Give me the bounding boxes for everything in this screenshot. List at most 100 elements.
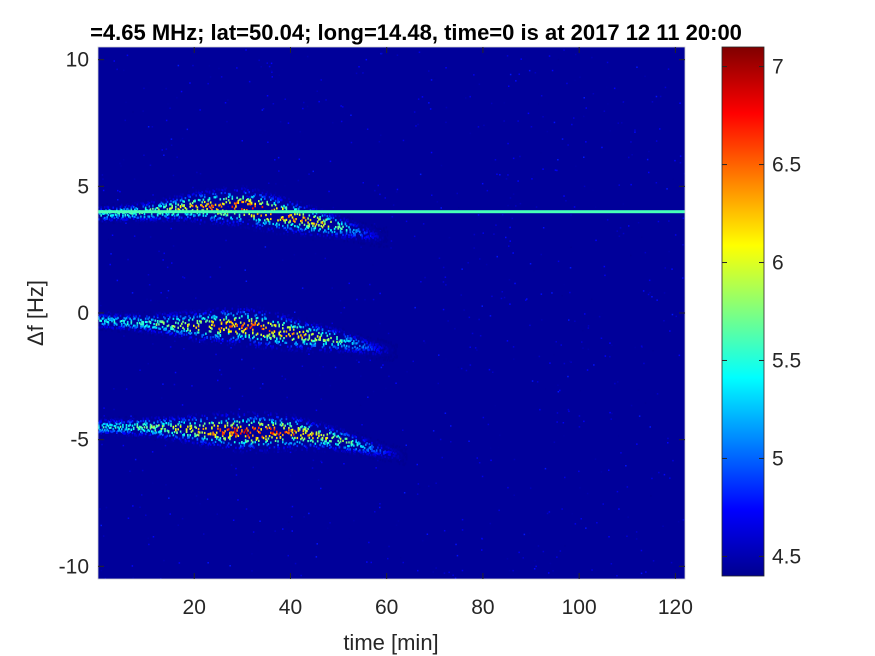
heatmap-cell xyxy=(184,322,187,325)
heatmap-cell xyxy=(343,433,345,436)
heatmap-cell xyxy=(102,178,104,180)
heatmap-cell xyxy=(288,221,290,224)
heatmap-cell xyxy=(248,419,250,422)
heatmap-cell xyxy=(250,444,253,447)
heatmap-cell xyxy=(165,87,167,90)
heatmap-cell xyxy=(130,319,133,322)
heatmap-cell xyxy=(226,444,229,447)
heatmap-cell xyxy=(225,201,228,204)
heatmap-cell xyxy=(152,318,154,321)
heatmap-cell xyxy=(679,155,682,157)
heatmap-cell xyxy=(371,441,373,445)
heatmap-cell xyxy=(586,492,589,495)
heatmap-cell xyxy=(185,330,188,333)
heatmap-cell xyxy=(176,214,178,217)
heatmap-cell xyxy=(313,227,315,230)
heatmap-cell xyxy=(104,418,106,421)
heatmap-cell xyxy=(270,194,272,196)
heatmap-cell xyxy=(230,424,232,427)
heatmap-cell xyxy=(285,335,288,338)
heatmap-cell xyxy=(217,217,219,220)
heatmap-cell xyxy=(351,347,354,350)
heatmap-cell xyxy=(223,186,225,189)
heatmap-cell xyxy=(114,322,117,325)
heatmap-cell xyxy=(341,329,343,332)
heatmap-cell xyxy=(227,330,230,333)
heatmap-cell xyxy=(252,332,254,335)
heatmap-cell xyxy=(393,347,396,350)
heatmap-cell xyxy=(208,65,211,67)
heatmap-cell xyxy=(202,212,205,215)
heatmap-cell xyxy=(104,428,106,432)
heatmap-cell xyxy=(309,218,312,222)
heatmap-cell xyxy=(104,218,106,221)
heatmap-cell xyxy=(391,444,394,448)
heatmap-cell xyxy=(349,351,351,354)
heatmap-cell xyxy=(338,238,341,241)
heatmap-cell xyxy=(481,305,483,307)
heatmap-cell xyxy=(166,266,169,269)
heatmap-cell xyxy=(154,217,157,220)
heatmap-cell xyxy=(286,422,289,425)
heatmap-cell xyxy=(293,254,296,256)
heatmap-cell xyxy=(268,229,271,232)
heatmap-cell xyxy=(150,310,153,313)
heatmap-cell xyxy=(107,425,110,428)
heatmap-cell xyxy=(261,205,264,209)
heatmap-cell xyxy=(368,451,371,454)
heatmap-cell xyxy=(130,312,133,315)
heatmap-cell xyxy=(170,424,172,427)
heatmap-cell xyxy=(150,318,153,321)
heatmap-cell xyxy=(215,437,218,440)
heatmap-cell xyxy=(229,339,231,342)
heatmap-cell xyxy=(183,433,185,436)
heatmap-cell xyxy=(663,292,666,294)
heatmap-cell xyxy=(111,418,113,421)
heatmap-cell xyxy=(102,430,105,433)
heatmap-cell xyxy=(668,250,670,253)
heatmap-cell xyxy=(298,213,301,216)
heatmap-cell xyxy=(140,433,142,436)
heatmap-cell xyxy=(106,320,108,323)
heatmap-cell xyxy=(372,232,374,235)
heatmap-cell xyxy=(283,322,285,325)
heatmap-cell xyxy=(227,428,230,431)
heatmap-cell xyxy=(262,108,265,110)
heatmap-cell xyxy=(387,457,390,460)
heatmap-cell xyxy=(338,351,341,354)
heatmap-cell xyxy=(171,217,173,221)
heatmap-cell xyxy=(362,228,365,231)
heatmap-cell xyxy=(209,276,212,278)
heatmap-cell xyxy=(230,337,232,341)
heatmap-cell xyxy=(321,214,324,217)
heatmap-cell xyxy=(294,342,296,345)
heatmap-cell xyxy=(156,420,159,424)
heatmap-cell xyxy=(136,425,139,428)
heatmap-cell xyxy=(147,417,149,420)
heatmap-cell xyxy=(206,213,208,216)
heatmap-cell xyxy=(221,217,224,220)
heatmap-cell xyxy=(495,224,497,226)
heatmap-cell xyxy=(304,321,307,324)
heatmap-cell xyxy=(289,201,291,204)
heatmap-cell xyxy=(583,97,585,99)
heatmap-cell xyxy=(202,427,205,430)
heatmap-cell xyxy=(211,219,213,222)
heatmap-cell xyxy=(214,318,217,321)
heatmap-cell xyxy=(315,339,318,342)
heatmap-cell xyxy=(268,182,270,184)
heatmap-cell xyxy=(390,240,393,242)
heatmap-cell xyxy=(344,446,347,449)
heatmap-cell xyxy=(138,425,141,428)
heatmap-cell xyxy=(272,422,274,425)
heatmap-cell xyxy=(316,451,319,454)
heatmap-cell xyxy=(189,416,191,419)
heatmap-cell xyxy=(194,422,196,425)
heatmap-cell xyxy=(208,205,211,208)
heatmap-cell xyxy=(297,419,300,423)
heatmap-cell xyxy=(253,367,255,370)
heatmap-cell xyxy=(190,424,193,427)
heatmap-cell xyxy=(457,366,459,369)
heatmap-cell xyxy=(146,332,148,336)
